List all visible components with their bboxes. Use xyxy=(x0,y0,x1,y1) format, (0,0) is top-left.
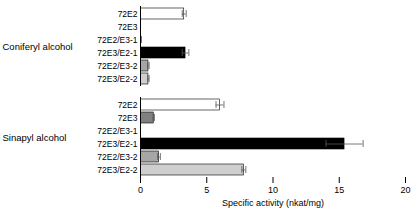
svg-text:72E3/E2-2: 72E3/E2-2 xyxy=(97,74,137,84)
svg-text:72E2/E3-1: 72E2/E3-1 xyxy=(97,35,137,45)
svg-text:72E3/E2-1: 72E3/E2-1 xyxy=(97,139,137,149)
svg-text:72E3/E2-1: 72E3/E2-1 xyxy=(97,48,137,58)
svg-text:Sinapyl alcohol: Sinapyl alcohol xyxy=(3,132,67,143)
svg-text:72E2/E3-1: 72E2/E3-1 xyxy=(97,126,137,136)
svg-text:0: 0 xyxy=(138,185,143,195)
svg-text:20: 20 xyxy=(400,185,410,195)
svg-text:10: 10 xyxy=(268,185,278,195)
svg-text:15: 15 xyxy=(334,185,344,195)
svg-text:72E2: 72E2 xyxy=(118,9,138,19)
svg-text:72E3: 72E3 xyxy=(118,113,138,123)
svg-text:Specific activity (nkat/mg): Specific activity (nkat/mg) xyxy=(222,198,324,208)
svg-text:72E3/E2-2: 72E3/E2-2 xyxy=(97,165,137,175)
svg-text:72E2/E3-2: 72E2/E3-2 xyxy=(97,61,137,71)
svg-text:72E3: 72E3 xyxy=(118,22,138,32)
svg-text:72E2: 72E2 xyxy=(118,100,138,110)
svg-text:5: 5 xyxy=(204,185,209,195)
svg-text:Coniferyl alcohol: Coniferyl alcohol xyxy=(3,41,73,52)
svg-text:72E2/E3-2: 72E2/E3-2 xyxy=(97,152,137,162)
